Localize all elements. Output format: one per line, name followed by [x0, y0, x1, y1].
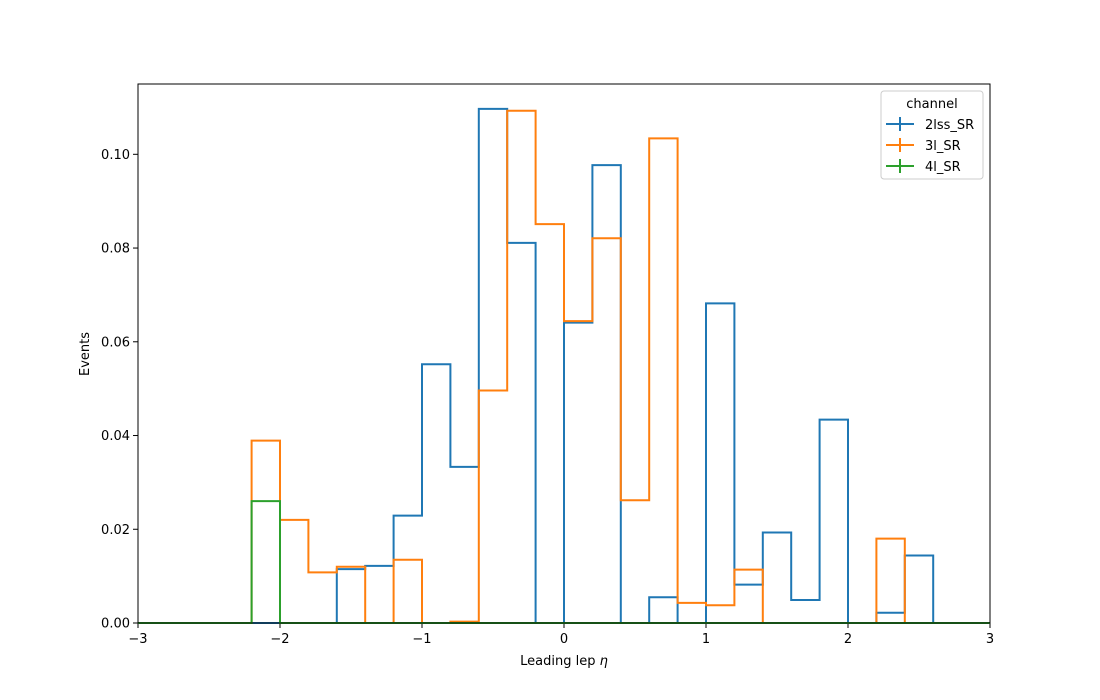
legend-entry: 2lss_SR — [886, 117, 974, 133]
x-tick-label: 2 — [844, 632, 852, 647]
y-tick-label: 0.04 — [101, 429, 130, 444]
legend-label: 3l_SR — [925, 139, 961, 154]
y-axis: 0.00 0.02 0.04 0.06 0.08 0.10 — [101, 148, 138, 632]
y-tick-label: 0.08 — [101, 242, 130, 257]
y-tick-label: 0.02 — [101, 523, 130, 538]
legend-entries: 2lss_SR 3l_SR 4l_SR — [886, 117, 974, 175]
x-axis-label: Leading lep η — [520, 654, 608, 669]
x-tick-label: 1 — [702, 632, 710, 647]
legend: channel 2lss_SR 3l_SR 4l_SR — [880, 90, 984, 180]
legend-entry: 4l_SR — [886, 159, 961, 175]
legend-entry: 3l_SR — [886, 138, 961, 154]
x-axis: −3 −2 −1 0 1 2 3 — [128, 623, 994, 647]
x-tick-label: −3 — [128, 632, 147, 647]
y-tick-label: 0.00 — [101, 617, 130, 632]
y-tick-label: 0.06 — [101, 335, 130, 350]
legend-title: channel — [906, 97, 957, 112]
x-tick-label: −2 — [270, 632, 289, 647]
legend-label: 2lss_SR — [925, 118, 974, 133]
x-tick-label: 3 — [986, 632, 994, 647]
x-tick-label: −1 — [412, 632, 431, 647]
x-tick-label: 0 — [560, 632, 568, 647]
series-2lss-sr-step — [138, 107, 990, 624]
legend-box — [880, 90, 984, 180]
y-axis-label: Events — [78, 332, 93, 376]
axes-frame — [137, 83, 991, 624]
legend-label: 4l_SR — [925, 160, 961, 175]
y-tick-label: 0.10 — [101, 148, 130, 163]
